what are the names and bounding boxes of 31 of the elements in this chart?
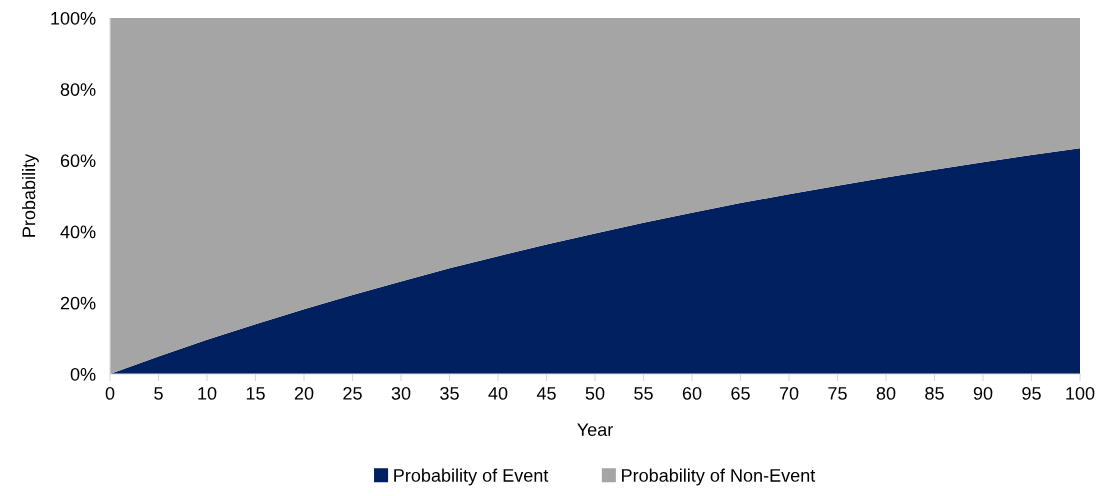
y-axis-title: Probability	[21, 153, 39, 237]
x-tick-label: 15	[246, 387, 265, 400]
y-tick-label: 0%	[70, 367, 96, 381]
x-tick-label: 0	[105, 386, 115, 400]
x-tick-label: 80	[876, 386, 896, 400]
y-tick-label: 100%	[51, 11, 96, 25]
x-tick-label: 40	[488, 386, 508, 400]
x-tick-label: 85	[925, 386, 944, 400]
x-tick-label: 60	[682, 386, 702, 400]
x-tick-label: 45	[536, 387, 556, 400]
y-tick-label: 60%	[60, 154, 96, 168]
legend-label: Probability of Non-Event	[622, 468, 816, 486]
x-tick-label: 55	[634, 387, 653, 400]
x-tick-label: 25	[343, 386, 362, 400]
y-tick-label: 40%	[60, 225, 96, 239]
x-tick-label: 75	[828, 387, 847, 400]
legend-label: Probability of Event	[394, 468, 549, 486]
x-axis-title: Year	[577, 423, 613, 437]
x-tick-label: 95	[1022, 386, 1041, 400]
y-tick-label: 80%	[60, 83, 96, 96]
x-tick-label: 100	[1066, 386, 1095, 400]
x-tick-label: 65	[731, 386, 750, 400]
x-tick-label: 35	[440, 386, 459, 400]
x-tick-label: 90	[973, 386, 993, 400]
x-tick-label: 30	[391, 386, 411, 400]
x-tick-label: 70	[779, 386, 799, 400]
x-tick-label: 50	[585, 386, 605, 400]
x-tick-label: 5	[154, 387, 163, 400]
x-tick-label: 20	[294, 386, 314, 400]
x-tick-label: 10	[198, 386, 217, 400]
y-tick-label: 20%	[60, 296, 96, 310]
